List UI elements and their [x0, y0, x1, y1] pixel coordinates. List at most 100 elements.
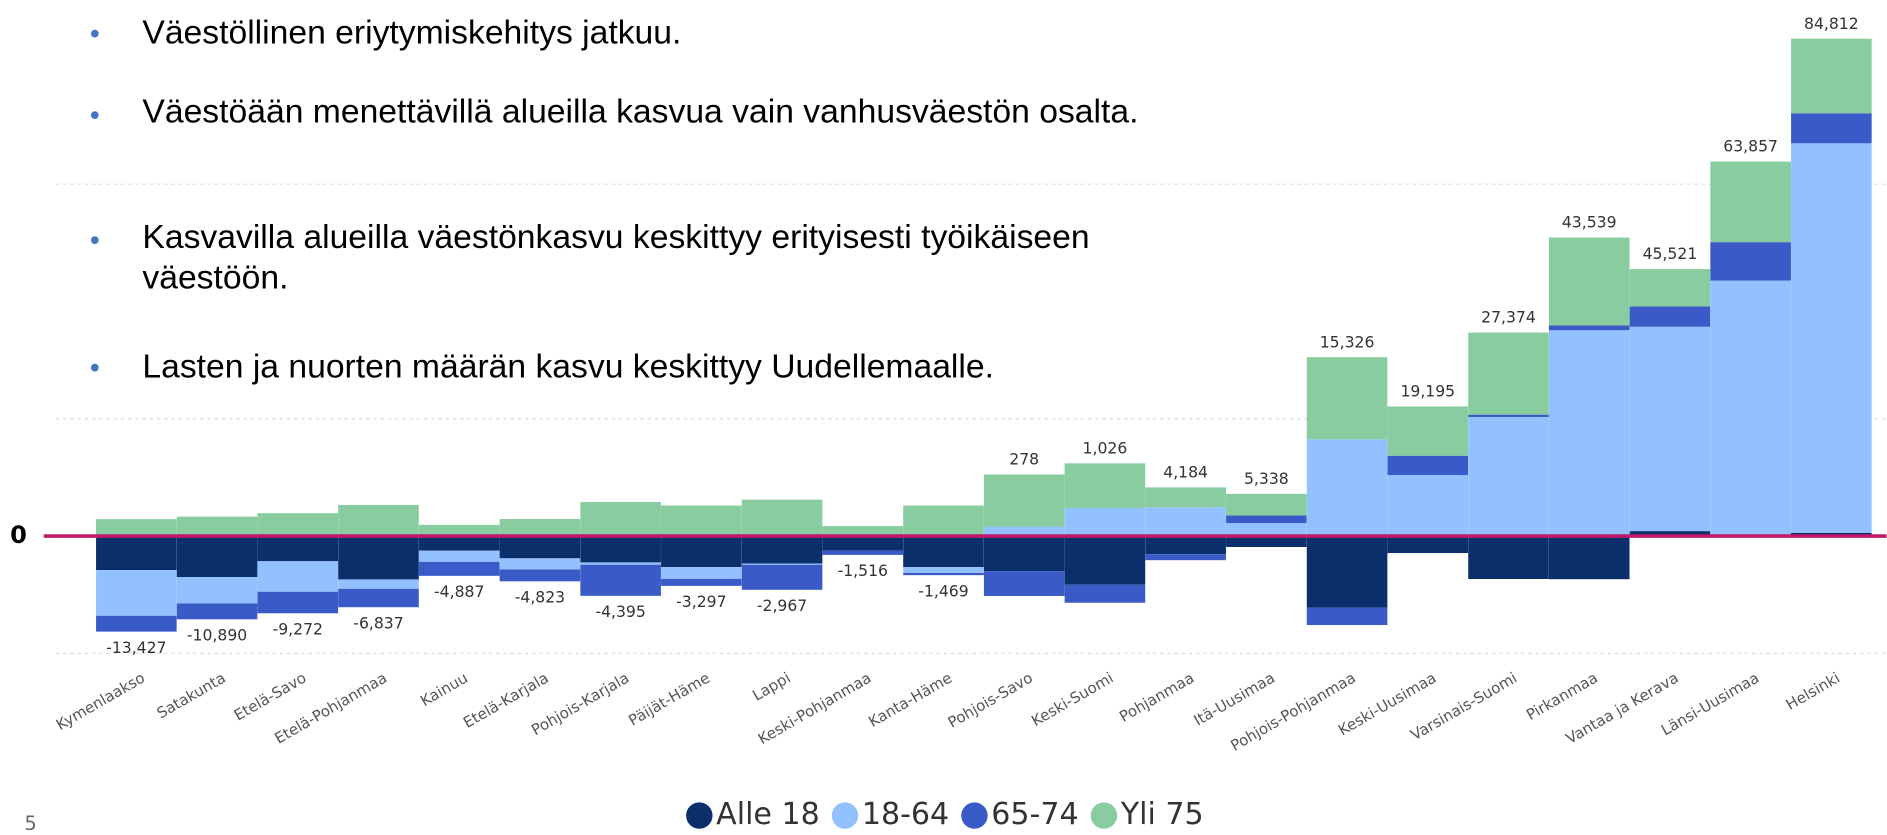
bar-segment: [257, 513, 339, 537]
bar-segment: [1710, 161, 1791, 243]
total-label: -4,887: [434, 582, 484, 601]
bar-segment: [499, 569, 581, 582]
total-label: -10,890: [187, 626, 247, 645]
bar-segment: [499, 519, 581, 537]
x-tick-label: Pohjois-Savo: [945, 669, 1036, 732]
y-tick-label: 0: [10, 521, 27, 549]
bar-segment: [499, 558, 581, 570]
bullet-dot: •: [87, 19, 103, 50]
bar-segment: [176, 577, 258, 604]
bar-segment: [1791, 38, 1872, 114]
bar-segment: [1468, 416, 1549, 537]
bar-segment: [661, 536, 742, 568]
legend-swatch: [961, 802, 988, 829]
total-label: -9,272: [273, 620, 323, 639]
bar-segment: [1064, 463, 1146, 508]
legend-label: 18-64: [862, 797, 949, 830]
x-tick-label: Kanta-Häme: [865, 669, 955, 731]
bar-segment: [1306, 357, 1388, 440]
bar-segment: [1710, 280, 1791, 535]
bar-segment: [1306, 536, 1388, 608]
bar-segment: [418, 550, 500, 562]
x-tick-label: Kymenlaakso: [53, 669, 148, 734]
bar-segment: [1468, 332, 1549, 415]
bar-segment: [418, 561, 500, 576]
bar-segment: [96, 536, 177, 571]
bar-segment: [1226, 515, 1307, 524]
total-label: 278: [1009, 450, 1039, 469]
bar-segment: [96, 570, 177, 616]
bar-segment: [983, 474, 1065, 527]
bar-segment: [983, 536, 1065, 572]
bar-segment: [661, 567, 742, 579]
bar-segment: [176, 536, 258, 578]
total-label: -13,427: [106, 638, 166, 657]
bar-segment: [1629, 306, 1711, 327]
legend: Alle 18 18-64 65-74 Yli 75: [686, 797, 1204, 832]
bar-segment: [176, 516, 258, 537]
x-tick-label: Päijät-Häme: [625, 669, 713, 730]
bar-segment: [1791, 143, 1872, 533]
bullet-text: Kasvavilla alueilla väestönkasvu keskitt…: [142, 217, 1090, 296]
total-label: 19,195: [1400, 382, 1455, 401]
total-label: 4,184: [1163, 462, 1208, 481]
bar-segment: [1064, 536, 1146, 585]
bar-segment: [903, 536, 984, 568]
bar-segment: [257, 561, 339, 592]
bar-segment: [1629, 269, 1711, 307]
bar-segment: [903, 567, 984, 573]
bullet-dot: •: [87, 226, 103, 257]
x-tick-label: Keski-Suomi: [1028, 669, 1116, 730]
total-label: 63,857: [1723, 137, 1778, 156]
legend-swatch: [831, 802, 859, 829]
total-label: -4,823: [515, 588, 565, 607]
bar-segment: [338, 579, 419, 589]
bar-segment: [338, 504, 419, 537]
bar-segment: [338, 536, 419, 580]
total-label: 84,812: [1804, 14, 1859, 33]
bar-segment: [1629, 326, 1711, 532]
bullet-dot: •: [87, 354, 103, 385]
bar-segment: [1145, 536, 1226, 555]
bar-segment: [1064, 584, 1146, 603]
bar-segment: [176, 603, 258, 620]
bar-segment: [1306, 439, 1388, 537]
bar-segment: [580, 564, 661, 596]
bullet-box: Väestöään menettävillä alueilla kasvua v…: [142, 93, 1138, 130]
x-tick-label: Kainuu: [417, 669, 471, 710]
bar-segment: [741, 563, 823, 565]
x-tick-label: Helsinki: [1783, 669, 1843, 714]
bar-segment: [1145, 487, 1226, 508]
legend-label: Alle 18: [716, 797, 820, 830]
bar-segment: [983, 571, 1065, 596]
bullet-text: Väestöllinen eriytymiskehitys jatkuu.: [142, 14, 681, 51]
legend-label: Yli 75: [1120, 797, 1204, 830]
bar-segment: [1710, 242, 1791, 281]
legend-label: 65-74: [991, 797, 1078, 830]
bar-segment: [1387, 475, 1469, 537]
bar-segment: [96, 615, 177, 632]
total-label: -6,837: [353, 614, 403, 633]
bar-segment: [1548, 330, 1630, 537]
bullet-text: Lasten ja nuorten määrän kasvu keskittyy…: [142, 349, 994, 386]
bar-segment: [822, 526, 904, 537]
total-label: 15,326: [1320, 332, 1375, 351]
bar-segment: [1226, 536, 1307, 547]
total-label: 1,026: [1083, 438, 1128, 457]
bar-segment: [661, 578, 742, 586]
bar-segment: [1306, 607, 1388, 626]
bar-segment: [1548, 536, 1630, 580]
total-label: -1,516: [838, 561, 888, 580]
total-label: -3,297: [676, 592, 726, 611]
bar-segment: [1629, 531, 1711, 537]
x-tick-label: Pohjanmaa: [1116, 669, 1197, 726]
bar-segment: [741, 564, 823, 590]
bar-segment: [1145, 507, 1226, 537]
bar-segment: [499, 536, 581, 559]
bar-segment: [741, 499, 823, 537]
total-label: -2,967: [757, 596, 807, 615]
bar-segment: [1548, 325, 1630, 331]
bar-segment: [1387, 536, 1469, 554]
total-label: 43,539: [1562, 213, 1617, 232]
